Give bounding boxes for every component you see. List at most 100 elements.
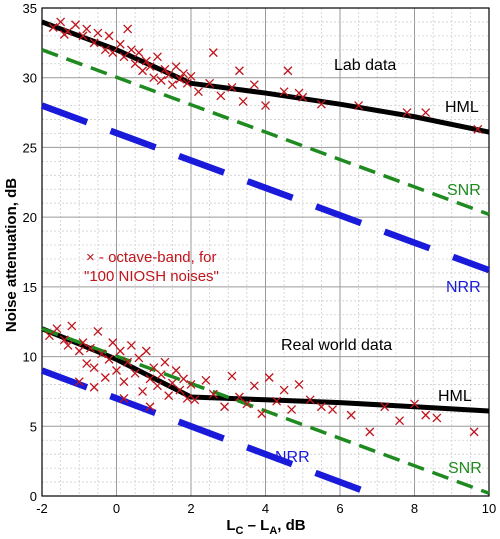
data-point-real xyxy=(74,346,84,356)
data-point-lab xyxy=(71,20,80,30)
data-point-real xyxy=(279,385,289,395)
data-point-lab xyxy=(130,59,140,69)
data-point-lab xyxy=(89,38,99,48)
data-point-lab xyxy=(234,66,244,76)
data-point-real xyxy=(126,340,136,350)
data-point-real xyxy=(134,353,144,363)
points-layer xyxy=(44,17,483,437)
hml-lab-label: HML xyxy=(445,99,479,116)
data-point-real xyxy=(104,354,114,364)
series-nrr-lab xyxy=(40,102,491,274)
data-point-real xyxy=(346,410,356,420)
data-point-real xyxy=(138,386,148,396)
data-point-real xyxy=(130,368,140,378)
data-point-real xyxy=(93,327,103,336)
data-point-real xyxy=(287,405,297,415)
data-point-real xyxy=(264,373,274,382)
data-point-lab xyxy=(149,73,159,83)
data-point-lab xyxy=(126,45,136,55)
data-point-lab xyxy=(167,80,177,90)
data-point-lab xyxy=(56,17,66,27)
data-point-lab xyxy=(175,74,185,84)
data-point-lab xyxy=(294,88,304,98)
data-point-real xyxy=(78,338,88,348)
data-point-real xyxy=(108,338,118,348)
y-tick-label: 5 xyxy=(30,419,37,434)
snr-real-label: SNR xyxy=(448,460,482,477)
data-point-lab xyxy=(179,69,189,78)
x-axis-title-l: L xyxy=(226,517,235,534)
data-point-real xyxy=(119,393,129,403)
data-point-lab xyxy=(160,64,170,74)
data-point-real xyxy=(97,349,107,359)
data-point-lab xyxy=(108,48,118,58)
data-point-real xyxy=(234,392,244,402)
data-point-lab xyxy=(48,23,58,32)
data-point-real xyxy=(100,373,110,382)
data-point-lab xyxy=(261,101,270,111)
plot-frame xyxy=(41,7,490,497)
y-tick-label: 25 xyxy=(23,140,37,155)
data-point-lab xyxy=(193,87,203,97)
data-point-real xyxy=(145,374,155,384)
x-tick-label: 0 xyxy=(113,501,120,516)
data-point-real xyxy=(59,335,69,345)
data-point-real xyxy=(85,343,95,353)
data-point-lab xyxy=(93,28,103,38)
data-point-real xyxy=(89,363,99,373)
data-point-lab xyxy=(171,62,181,72)
x-tick-label: 10 xyxy=(482,501,496,516)
data-point-lab xyxy=(100,45,110,55)
data-point-real xyxy=(115,346,125,356)
data-point-lab xyxy=(283,66,293,76)
data-point-real xyxy=(305,395,315,405)
data-point-real xyxy=(89,382,99,392)
data-point-real xyxy=(153,381,162,391)
data-point-lab xyxy=(156,76,166,85)
data-point-lab xyxy=(164,70,174,80)
data-point-real xyxy=(119,377,129,387)
data-point-lab xyxy=(82,24,92,34)
x-tick-label: 2 xyxy=(187,501,194,516)
data-point-real xyxy=(149,363,159,373)
data-point-real xyxy=(141,346,151,356)
data-point-lab xyxy=(473,124,483,134)
data-point-real xyxy=(74,377,84,387)
data-point-real xyxy=(112,366,121,375)
data-point-lab xyxy=(421,108,431,118)
y-tick-label: 15 xyxy=(23,280,37,295)
series-nrr-real xyxy=(40,367,379,500)
lab-data-label: Lab data xyxy=(334,57,396,74)
data-point-real xyxy=(190,395,200,405)
data-point-real xyxy=(272,396,282,406)
data-point-real xyxy=(63,340,73,350)
data-point-real xyxy=(410,399,419,409)
nrr-lab-label: NRR xyxy=(446,279,481,296)
series-hml-real xyxy=(41,326,490,414)
series-snr-lab xyxy=(41,48,490,216)
data-point-real xyxy=(175,385,185,395)
data-point-real xyxy=(160,357,170,367)
data-point-real xyxy=(182,393,192,403)
nrr-real-label: NRR xyxy=(275,449,310,466)
x-axis-title: LC – LA, dB xyxy=(226,517,305,537)
data-point-real xyxy=(432,413,442,423)
data-point-real xyxy=(123,357,133,367)
y-tick-label: 10 xyxy=(23,350,37,365)
data-point-lab xyxy=(402,108,412,118)
data-point-real xyxy=(67,321,77,331)
hml-real-label: HML xyxy=(438,388,472,405)
data-point-lab xyxy=(115,39,125,49)
data-point-real xyxy=(328,405,338,415)
x-tick-label: 8 xyxy=(411,501,418,516)
data-point-real xyxy=(171,366,181,375)
data-point-real xyxy=(316,402,326,412)
data-point-lab xyxy=(59,30,69,39)
data-point-real xyxy=(220,402,229,412)
data-point-lab xyxy=(145,62,155,72)
data-point-real xyxy=(227,371,237,381)
data-point-real xyxy=(52,324,62,334)
x-axis-title-sub2: A xyxy=(269,525,277,537)
data-point-real xyxy=(145,402,155,412)
